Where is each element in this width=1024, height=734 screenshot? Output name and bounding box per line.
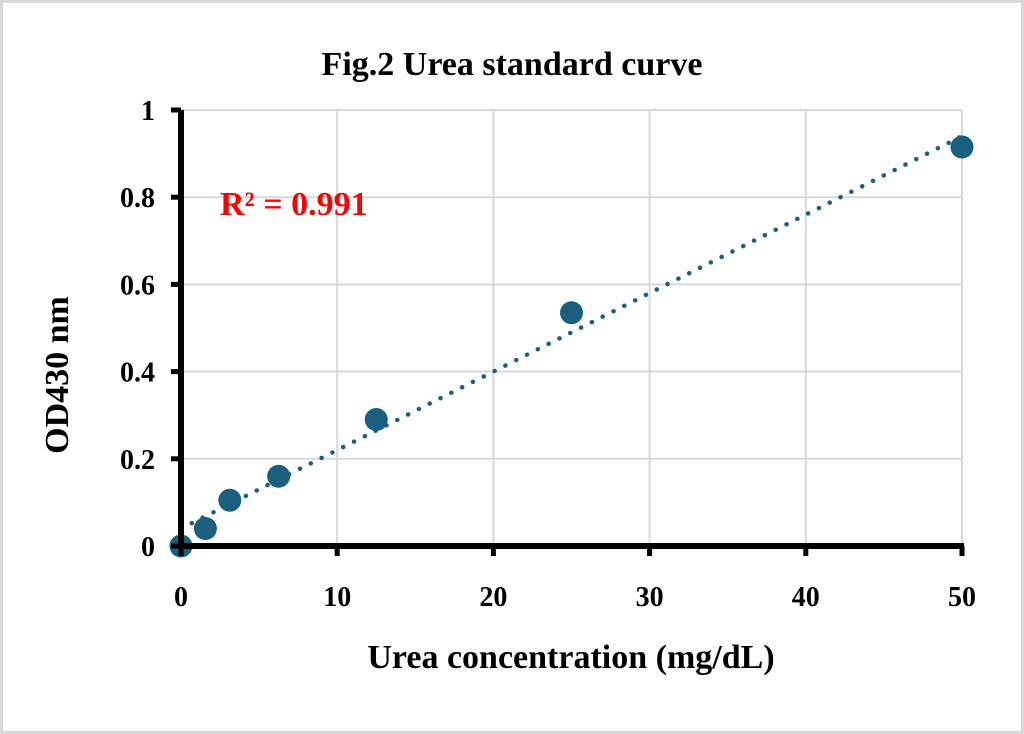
trendline [178,133,965,531]
x-tick-label: 30 [636,582,664,613]
data-point [193,517,217,541]
y-axis-title: OD430 nm [39,296,76,454]
data-point [364,408,388,432]
data-point [267,464,291,488]
gridlines [181,109,963,546]
x-tick-label: 40 [792,582,820,613]
y-tick-label: 1 [141,96,155,127]
y-tick-label: 0.8 [120,183,155,214]
r-squared-annotation: R² = 0.991 [220,186,368,223]
data-point [218,488,242,512]
trendline-group [178,133,965,531]
data-point [950,135,974,159]
data-point [560,301,583,325]
y-tick-labels: 0 0.2 0.4 0.6 0.8 1 [120,96,155,563]
x-tick-label: 50 [948,582,976,613]
data-points [169,135,974,558]
x-tick-label: 20 [479,582,507,613]
x-tick-label: 10 [323,582,351,613]
x-tick-label: 0 [174,582,188,613]
x-axis-title: Urea concentration (mg/dL) [367,639,774,676]
y-tick-label: 0.2 [120,445,155,476]
y-tick-label: 0.4 [120,358,155,389]
axes [171,107,965,556]
x-tick-labels: 0 10 20 30 40 50 [174,582,976,613]
chart-title: Fig.2 Urea standard curve [322,46,703,83]
y-tick-label: 0 [141,532,155,563]
y-tick-label: 0.6 [120,270,155,301]
